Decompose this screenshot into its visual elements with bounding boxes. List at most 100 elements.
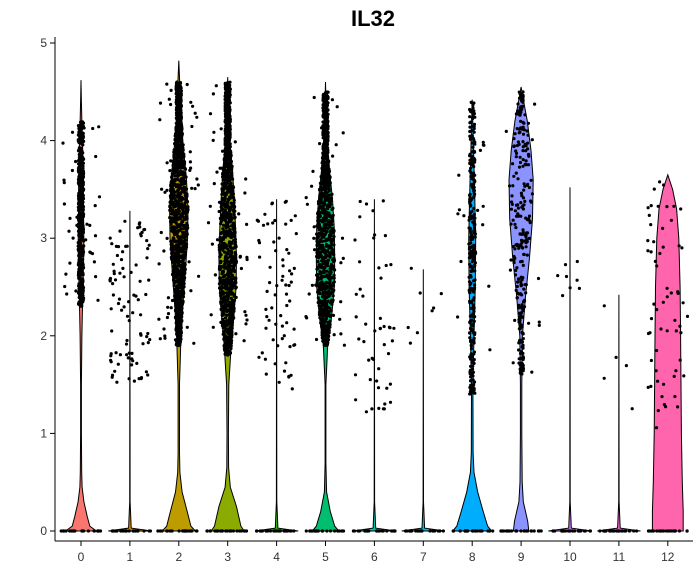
data-point <box>228 157 232 161</box>
data-point <box>481 223 485 227</box>
data-point <box>148 338 152 342</box>
data-point <box>324 316 328 320</box>
data-point <box>80 222 85 226</box>
data-point <box>218 286 223 290</box>
data-point <box>132 379 136 383</box>
data-point <box>179 170 183 174</box>
data-point <box>181 227 185 231</box>
data-point <box>189 100 193 104</box>
data-point <box>141 342 145 346</box>
data-point <box>185 232 189 236</box>
data-point <box>223 140 227 144</box>
data-point-zero <box>315 529 320 533</box>
data-point <box>364 322 368 326</box>
data-point <box>472 212 476 216</box>
data-point <box>67 229 71 233</box>
data-point <box>185 325 189 329</box>
data-point <box>330 223 334 227</box>
data-point <box>68 261 72 265</box>
data-point <box>124 342 129 346</box>
data-point <box>470 110 474 114</box>
data-point <box>229 296 233 300</box>
data-point <box>77 199 81 203</box>
data-point <box>271 338 275 342</box>
data-point <box>229 277 233 281</box>
data-point <box>323 300 327 304</box>
data-point <box>329 240 333 244</box>
data-point <box>180 202 184 206</box>
data-point <box>330 226 334 230</box>
data-point <box>315 239 319 243</box>
data-point <box>233 216 237 220</box>
data-point <box>513 209 518 213</box>
data-point <box>324 194 328 198</box>
data-point <box>159 230 163 235</box>
data-point <box>172 275 176 279</box>
data-point <box>456 315 460 319</box>
data-point <box>220 289 224 294</box>
data-point <box>260 351 264 355</box>
data-point <box>330 302 334 306</box>
data-point <box>179 246 183 250</box>
data-point <box>114 351 118 355</box>
data-point <box>530 192 535 196</box>
data-point <box>147 243 151 247</box>
data-point <box>521 207 526 211</box>
data-point <box>470 355 474 359</box>
data-point <box>172 254 176 259</box>
data-point <box>170 298 175 303</box>
data-point <box>228 195 232 199</box>
data-point <box>472 206 476 210</box>
data-point <box>109 352 113 356</box>
data-point <box>325 343 329 347</box>
data-point <box>176 235 180 239</box>
data-point <box>330 220 334 224</box>
data-point <box>327 211 331 215</box>
data-point <box>228 182 232 186</box>
data-point <box>224 340 228 344</box>
data-point <box>179 181 184 185</box>
data-point <box>227 99 231 103</box>
data-point <box>212 182 216 186</box>
data-point <box>330 192 334 196</box>
data-point <box>467 215 472 219</box>
data-point <box>224 345 228 350</box>
data-point <box>183 191 187 195</box>
data-point <box>182 217 186 221</box>
data-point-zero <box>408 529 412 533</box>
data-point <box>81 299 85 303</box>
data-point <box>385 386 389 390</box>
data-point <box>325 222 329 226</box>
data-point <box>263 212 267 216</box>
data-point <box>230 310 234 314</box>
data-point <box>516 280 520 284</box>
data-point-zero <box>351 529 355 533</box>
data-point <box>77 218 81 223</box>
data-point <box>174 264 178 269</box>
data-point <box>408 341 412 345</box>
data-point <box>82 126 86 130</box>
data-point <box>181 258 185 262</box>
data-point <box>324 292 328 296</box>
data-point <box>293 214 297 218</box>
data-point <box>81 210 85 214</box>
data-point <box>320 156 325 160</box>
data-point <box>327 218 331 223</box>
data-point <box>294 232 298 236</box>
data-point <box>324 186 328 190</box>
data-point <box>226 200 230 204</box>
data-point <box>321 186 325 190</box>
data-point <box>371 357 376 361</box>
data-point <box>181 159 185 163</box>
data-point <box>81 173 85 177</box>
data-point <box>472 287 476 291</box>
data-point <box>77 232 81 236</box>
data-point <box>513 222 517 226</box>
data-point <box>378 316 382 320</box>
data-point <box>229 346 233 350</box>
data-point <box>190 186 194 190</box>
data-point <box>317 251 322 255</box>
data-point <box>122 305 126 309</box>
data-point <box>513 247 517 251</box>
data-point <box>223 235 227 239</box>
